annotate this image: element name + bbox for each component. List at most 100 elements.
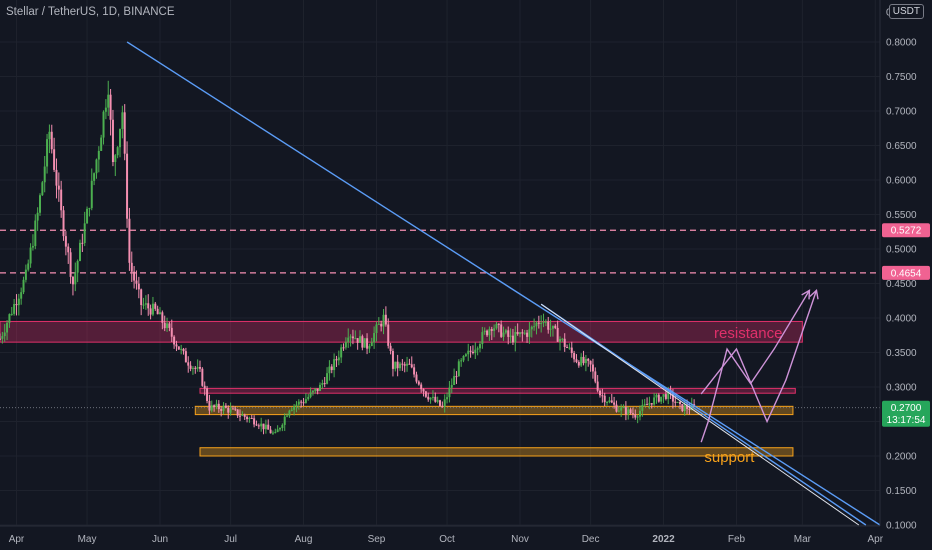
candle-body: [613, 402, 616, 405]
candle-body: [688, 408, 691, 410]
candle-body: [436, 400, 439, 402]
candle-body: [511, 335, 514, 343]
candle-body: [201, 368, 204, 386]
candle-body: [206, 388, 209, 402]
candle-body: [269, 429, 272, 434]
candle-body: [415, 374, 418, 382]
projection-arrows: [700, 289, 819, 443]
y-tick-label: 0.8000: [886, 38, 917, 49]
candle-body: [97, 150, 100, 160]
candle-body: [537, 322, 540, 324]
candle-body: [657, 394, 660, 402]
candle-body: [140, 289, 143, 305]
candle-body: [255, 424, 258, 426]
candle-body: [521, 332, 524, 334]
x-tick-label: Jul: [224, 534, 237, 545]
candle-body: [264, 424, 267, 430]
candle-body: [603, 395, 606, 403]
candle-body: [194, 367, 197, 369]
x-tick-label: Feb: [728, 534, 746, 545]
candle-body: [450, 385, 453, 388]
time-axis[interactable]: Apr May Jun Jul Aug Sep Oct Nov Dec 2022 Feb Mar Apr: [0, 525, 884, 545]
candle-body: [180, 348, 183, 350]
x-tick-label: Jun: [152, 534, 168, 545]
candle-body: [182, 348, 185, 352]
candle-body: [417, 381, 420, 385]
y-tick-label: 0.2000: [886, 452, 917, 463]
candle-body: [620, 407, 623, 411]
candle-body: [366, 338, 369, 349]
symbol-title[interactable]: Stellar / TetherUS, 1D, BINANCE: [6, 6, 175, 18]
candle-body: [591, 364, 594, 372]
candle-body: [246, 416, 249, 420]
candle-body: [617, 410, 620, 412]
candle-body: [408, 363, 411, 365]
candle-body: [3, 332, 6, 337]
zone-rect: [0, 320, 803, 343]
candle-body: [156, 308, 159, 315]
candle-body: [359, 336, 361, 343]
candle-body: [128, 218, 131, 263]
support-label: support: [704, 449, 755, 466]
candle-body: [354, 338, 357, 340]
candle-body: [135, 280, 138, 284]
candle-body: [674, 401, 677, 403]
candle-body: [166, 323, 169, 329]
candle-body: [542, 321, 545, 323]
candle-body: [234, 408, 237, 410]
candle-body: [295, 404, 298, 407]
candle-body: [243, 414, 246, 417]
y-tick-label: 0.5000: [886, 245, 917, 256]
candle-body: [377, 323, 380, 325]
candle-body: [573, 353, 576, 360]
candle-body: [646, 404, 649, 406]
candle-body: [222, 405, 225, 411]
y-tick-label: 0.6000: [886, 176, 917, 187]
candle-body: [368, 345, 371, 349]
candle-body: [671, 393, 674, 402]
x-tick-label: Sep: [368, 534, 386, 545]
candle-body: [384, 314, 387, 325]
candle-body: [300, 401, 303, 403]
candle-body: [8, 314, 11, 323]
candle-body: [446, 397, 449, 400]
y-tick-label: 0.6500: [886, 141, 917, 152]
candle-body: [679, 401, 681, 405]
candle-body: [519, 332, 521, 335]
candle-body: [403, 364, 406, 366]
candle-body: [220, 409, 223, 411]
candle-body: [276, 429, 279, 433]
candle-body: [67, 246, 70, 253]
currency-badge[interactable]: USDT: [888, 4, 924, 19]
candle-body: [406, 363, 409, 366]
candle-body: [533, 326, 536, 328]
candle-body: [563, 338, 566, 347]
trendline-companion: [540, 303, 860, 526]
candle-body: [624, 407, 627, 415]
candle-body: [271, 432, 274, 434]
candle-body: [380, 323, 383, 327]
y-tick-label: 0.7000: [886, 107, 917, 118]
candle-body: [549, 328, 552, 330]
candle-body: [344, 342, 347, 348]
candle-body: [373, 333, 376, 343]
candle-body: [448, 387, 451, 398]
x-tick-label: Aug: [295, 534, 313, 545]
candle-body: [681, 404, 684, 412]
candle-body: [333, 359, 336, 371]
candle-body: [662, 394, 665, 397]
candle-body: [71, 276, 74, 285]
candle-body: [486, 330, 489, 336]
candle-body: [224, 405, 227, 408]
candle-body: [173, 336, 176, 345]
candle-body: [584, 358, 587, 364]
candle-body: [314, 388, 317, 391]
candle-body: [253, 418, 256, 425]
candle-body: [133, 271, 136, 281]
trendlines: [126, 41, 881, 526]
x-tick-label: May: [78, 534, 97, 545]
candle-body: [676, 401, 679, 403]
candle-body: [257, 425, 260, 427]
